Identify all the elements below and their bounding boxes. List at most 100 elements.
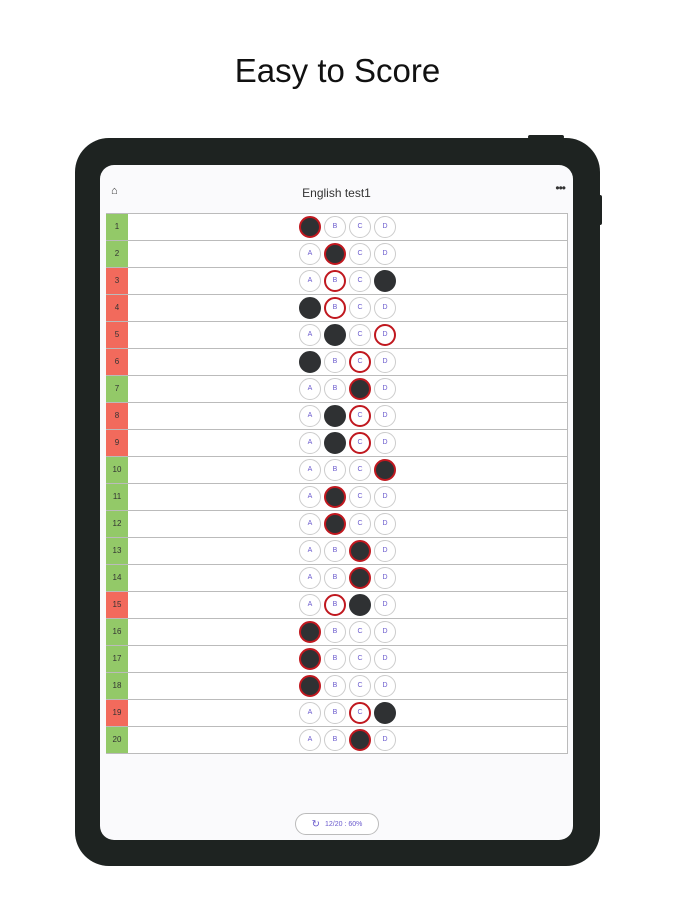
choice-bubble-a[interactable]: A	[299, 513, 321, 535]
question-number: 14	[106, 565, 128, 591]
choice-bubble-c[interactable]: C	[349, 513, 371, 535]
choice-bubble-c[interactable]: C	[349, 324, 371, 346]
choice-bubble-a[interactable]: A	[299, 243, 321, 265]
choice-bubble-b[interactable]: B	[324, 729, 346, 751]
choice-bubble-c[interactable]: C	[349, 351, 371, 373]
choice-group: ABCD	[299, 324, 396, 346]
choice-bubble-c[interactable]: C	[349, 729, 371, 751]
table-row: 12 ABCD	[106, 511, 568, 538]
device-top-button	[528, 135, 564, 139]
answer-sheet: 1ABCD2ABCD3ABCD4ABCD5ABCD6ABCD7ABCD8ABCD…	[106, 213, 568, 754]
choice-bubble-d[interactable]: D	[374, 243, 396, 265]
choice-bubble-a[interactable]: A	[299, 567, 321, 589]
choice-bubble-b[interactable]: B	[324, 486, 346, 508]
choice-bubble-b[interactable]: B	[324, 513, 346, 535]
choice-bubble-b[interactable]: B	[324, 594, 346, 616]
choice-bubble-a[interactable]: A	[299, 702, 321, 724]
choice-bubble-b[interactable]: B	[324, 432, 346, 454]
choice-bubble-b[interactable]: B	[324, 324, 346, 346]
choice-bubble-a[interactable]: A	[299, 729, 321, 751]
choice-bubble-d[interactable]: D	[374, 540, 396, 562]
choice-bubble-c[interactable]: C	[349, 594, 371, 616]
choice-bubble-c[interactable]: C	[349, 567, 371, 589]
choice-bubble-c[interactable]: C	[349, 459, 371, 481]
choice-bubble-d[interactable]: D	[374, 297, 396, 319]
choice-bubble-b[interactable]: B	[324, 270, 346, 292]
choice-bubble-d[interactable]: D	[374, 594, 396, 616]
choice-bubble-b[interactable]: B	[324, 540, 346, 562]
choice-bubble-c[interactable]: C	[349, 540, 371, 562]
choice-bubble-d[interactable]: D	[374, 648, 396, 670]
question-number: 2	[106, 241, 128, 267]
choice-bubble-c[interactable]: C	[349, 486, 371, 508]
choice-bubble-a[interactable]: A	[299, 648, 321, 670]
question-number: 10	[106, 457, 128, 483]
choice-bubble-a[interactable]: A	[299, 594, 321, 616]
choice-bubble-b[interactable]: B	[324, 567, 346, 589]
choice-bubble-a[interactable]: A	[299, 540, 321, 562]
choice-bubble-b[interactable]: B	[324, 459, 346, 481]
choice-group: ABCD	[299, 216, 396, 238]
choice-bubble-d[interactable]: D	[374, 702, 396, 724]
choice-bubble-d[interactable]: D	[374, 216, 396, 238]
table-row: 20 ABCD	[106, 727, 568, 754]
choice-bubble-d[interactable]: D	[374, 405, 396, 427]
home-icon[interactable]: ⌂	[111, 185, 118, 197]
choice-bubble-b[interactable]: B	[324, 648, 346, 670]
choice-bubble-a[interactable]: A	[299, 270, 321, 292]
choice-bubble-d[interactable]: D	[374, 513, 396, 535]
choice-bubble-a[interactable]: A	[299, 459, 321, 481]
choice-bubble-c[interactable]: C	[349, 621, 371, 643]
choice-bubble-c[interactable]: C	[349, 216, 371, 238]
choice-bubble-c[interactable]: C	[349, 648, 371, 670]
headline: Easy to Score	[234, 52, 441, 89]
choice-bubble-d[interactable]: D	[374, 432, 396, 454]
question-number: 16	[106, 619, 128, 645]
choice-bubble-d[interactable]: D	[374, 567, 396, 589]
choice-bubble-c[interactable]: C	[349, 675, 371, 697]
more-icon[interactable]: •••	[555, 181, 566, 195]
question-number: 8	[106, 403, 128, 429]
choice-group: ABCD	[299, 351, 396, 373]
choice-bubble-d[interactable]: D	[374, 459, 396, 481]
choice-bubble-b[interactable]: B	[324, 297, 346, 319]
table-row: 14 ABCD	[106, 565, 568, 592]
choice-bubble-a[interactable]: A	[299, 675, 321, 697]
choice-bubble-c[interactable]: C	[349, 297, 371, 319]
choice-bubble-d[interactable]: D	[374, 270, 396, 292]
choice-bubble-c[interactable]: C	[349, 432, 371, 454]
choice-bubble-c[interactable]: C	[349, 405, 371, 427]
choice-bubble-d[interactable]: D	[374, 324, 396, 346]
choice-bubble-b[interactable]: B	[324, 351, 346, 373]
choice-bubble-a[interactable]: A	[299, 378, 321, 400]
choice-bubble-c[interactable]: C	[349, 243, 371, 265]
choice-bubble-d[interactable]: D	[374, 675, 396, 697]
choice-bubble-a[interactable]: A	[299, 216, 321, 238]
choice-bubble-c[interactable]: C	[349, 378, 371, 400]
table-row: 15 ABCD	[106, 592, 568, 619]
choice-bubble-c[interactable]: C	[349, 702, 371, 724]
table-row: 7 ABCD	[106, 376, 568, 403]
choice-bubble-d[interactable]: D	[374, 486, 396, 508]
choice-bubble-b[interactable]: B	[324, 702, 346, 724]
choice-bubble-b[interactable]: B	[324, 378, 346, 400]
choice-bubble-b[interactable]: B	[324, 216, 346, 238]
choice-bubble-a[interactable]: A	[299, 405, 321, 427]
choice-bubble-b[interactable]: B	[324, 675, 346, 697]
score-button[interactable]: ↻ 12/20 : 60%	[295, 813, 379, 835]
choice-bubble-b[interactable]: B	[324, 621, 346, 643]
choice-bubble-a[interactable]: A	[299, 432, 321, 454]
choice-bubble-d[interactable]: D	[374, 729, 396, 751]
choice-bubble-a[interactable]: A	[299, 486, 321, 508]
choice-bubble-c[interactable]: C	[349, 270, 371, 292]
device-side-button	[598, 195, 602, 225]
choice-bubble-d[interactable]: D	[374, 378, 396, 400]
choice-bubble-a[interactable]: A	[299, 324, 321, 346]
choice-bubble-a[interactable]: A	[299, 621, 321, 643]
choice-bubble-a[interactable]: A	[299, 351, 321, 373]
choice-bubble-a[interactable]: A	[299, 297, 321, 319]
choice-bubble-d[interactable]: D	[374, 351, 396, 373]
choice-bubble-d[interactable]: D	[374, 621, 396, 643]
choice-bubble-b[interactable]: B	[324, 405, 346, 427]
choice-bubble-b[interactable]: B	[324, 243, 346, 265]
